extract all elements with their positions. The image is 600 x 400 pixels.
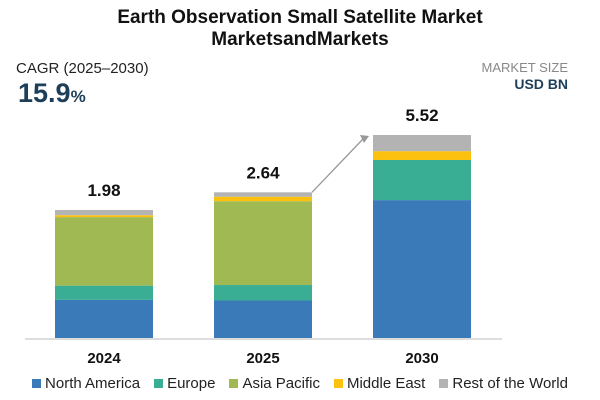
bar-segment-north-america-2030 bbox=[373, 200, 471, 338]
legend-item: Rest of the World bbox=[439, 375, 568, 392]
cagr-number: 15.9 bbox=[18, 78, 71, 108]
bar-segment-north-america-2024 bbox=[55, 299, 153, 338]
legend-label: Europe bbox=[167, 375, 216, 392]
bar-segment-asia-pacific-2025 bbox=[214, 201, 312, 286]
bar-segment-middle-east-2030 bbox=[373, 151, 471, 161]
x-tick-label-2025: 2025 bbox=[246, 350, 279, 367]
legend-swatch bbox=[154, 379, 164, 388]
total-label-2030: 5.52 bbox=[405, 106, 438, 125]
x-tick-label-2024: 2024 bbox=[87, 350, 121, 367]
bar-segment-middle-east-2025 bbox=[214, 196, 312, 202]
legend-swatch bbox=[333, 379, 343, 388]
legend-label: Asia Pacific bbox=[242, 375, 320, 392]
bar-segment-rest-of-the-world-2025 bbox=[214, 192, 312, 197]
legend-item: Asia Pacific bbox=[229, 375, 320, 392]
chart-subtitle: MarketsandMarkets bbox=[211, 29, 389, 50]
growth-arrow-line bbox=[311, 138, 364, 193]
legend-item: Middle East bbox=[333, 375, 426, 392]
growth-arrow-head-icon bbox=[360, 135, 369, 143]
legend-item: Europe bbox=[154, 375, 215, 392]
cagr-unit: % bbox=[70, 87, 86, 106]
bar-segment-rest-of-the-world-2024 bbox=[55, 210, 153, 216]
legend-swatch bbox=[32, 379, 42, 388]
legend-swatch bbox=[439, 379, 449, 388]
legend-label: Rest of the World bbox=[452, 375, 568, 392]
chart-title: Earth Observation Small Satellite Market bbox=[117, 7, 483, 28]
legend-swatch bbox=[229, 379, 239, 388]
legend-label: Middle East bbox=[346, 375, 426, 392]
bar-segment-rest-of-the-world-2030 bbox=[373, 135, 471, 152]
bar-segment-asia-pacific-2024 bbox=[55, 217, 153, 286]
cagr-value: 15.9% bbox=[18, 78, 86, 109]
bar-segment-middle-east-2024 bbox=[55, 215, 153, 218]
market-size-label: MARKET SIZE bbox=[481, 60, 568, 75]
legend-label: North America bbox=[45, 375, 141, 392]
x-tick-label-2030: 2030 bbox=[405, 350, 438, 367]
bar-segment-europe-2030 bbox=[373, 160, 471, 201]
bar-segment-north-america-2025 bbox=[214, 300, 312, 338]
cagr-label: CAGR (2025–2030) bbox=[16, 60, 149, 77]
total-label-2024: 1.98 bbox=[87, 181, 120, 200]
unit-label: USD BN bbox=[514, 76, 568, 92]
bar-segment-europe-2024 bbox=[55, 285, 153, 300]
legend-item: North America bbox=[32, 375, 140, 392]
total-label-2025: 2.64 bbox=[246, 163, 280, 182]
bar-segment-europe-2025 bbox=[214, 285, 312, 301]
legend: North America Europe Asia Pacific Middle Ea… bbox=[0, 375, 600, 392]
